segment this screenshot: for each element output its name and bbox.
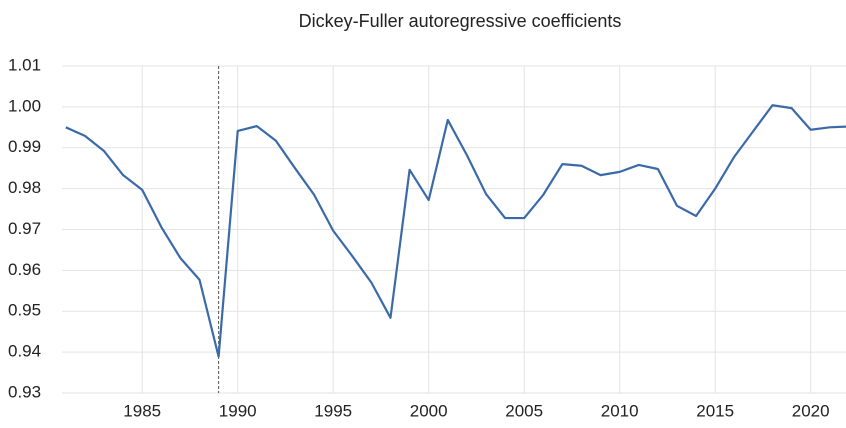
y-tick-label: 1.01 — [8, 55, 41, 74]
x-tick-label: 1985 — [123, 401, 161, 420]
y-tick-label: 0.98 — [8, 178, 41, 197]
x-tick-label: 1995 — [314, 401, 352, 420]
line — [65, 104, 846, 358]
chart-title: Dickey-Fuller autoregressive coefficient… — [299, 11, 622, 31]
x-tick-label: 2015 — [696, 401, 734, 420]
x-tick-label: 2000 — [410, 401, 448, 420]
y-tick-label: 0.96 — [8, 260, 41, 279]
y-tick-label: 0.97 — [8, 219, 41, 238]
y-tick-label: 0.93 — [8, 382, 41, 401]
x-tick-label: 1990 — [219, 401, 257, 420]
x-tick-label: 2020 — [792, 401, 830, 420]
y-tick-label: 1.00 — [8, 96, 41, 115]
x-tick-label: 2005 — [505, 401, 543, 420]
y-tick-label: 0.95 — [8, 301, 41, 320]
y-tick-label: 0.94 — [8, 342, 41, 361]
x-tick-label: 2010 — [601, 401, 639, 420]
y-tick-label: 0.99 — [8, 137, 41, 156]
